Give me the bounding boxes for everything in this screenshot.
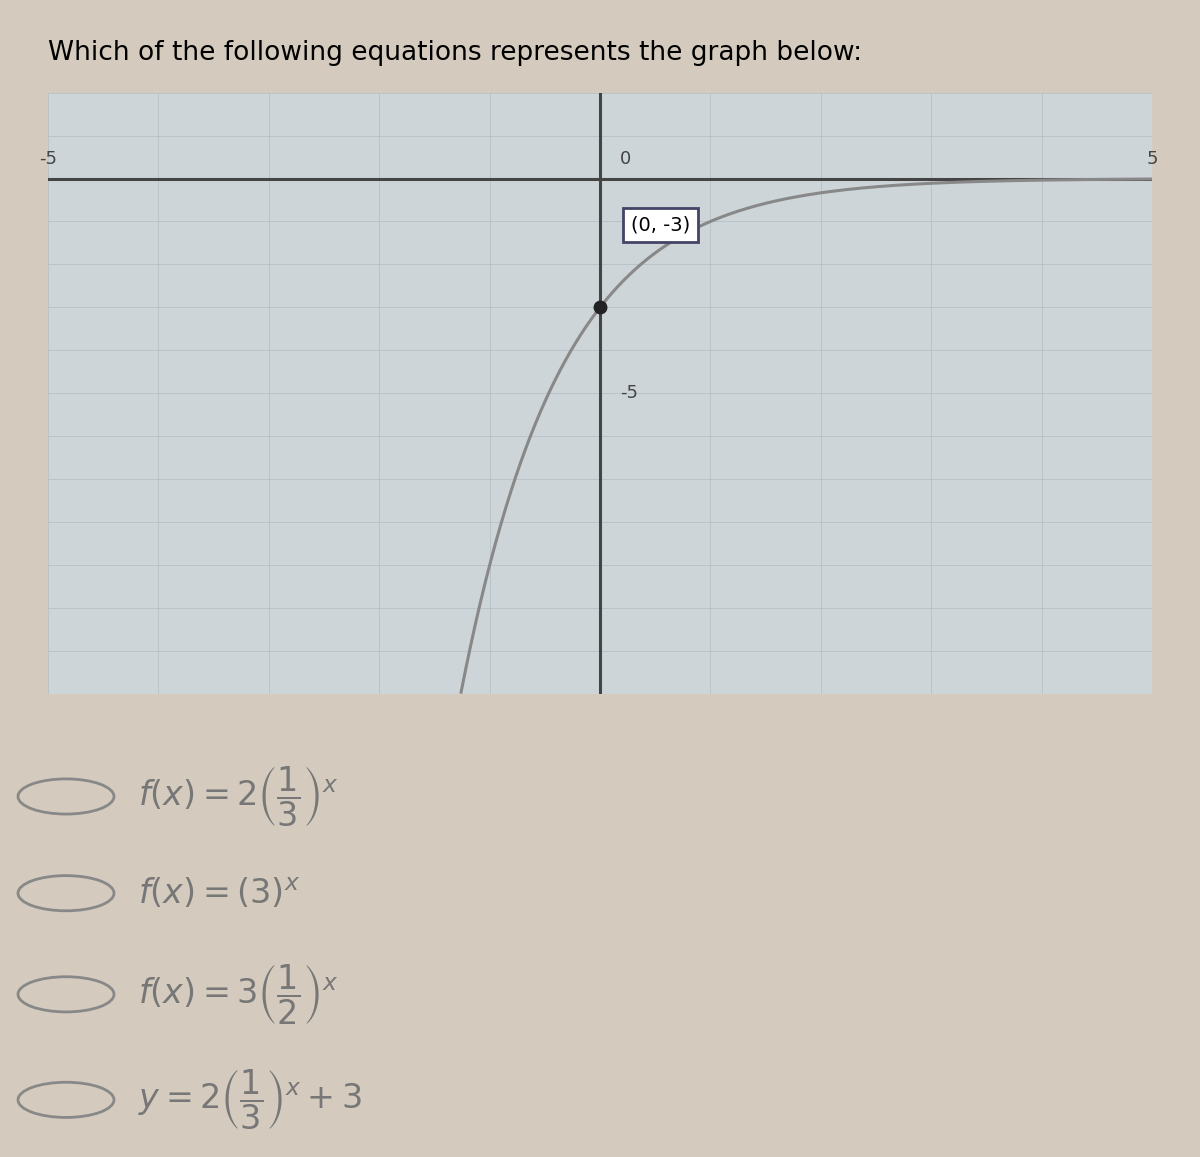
Text: $f(x) = 2\left(\dfrac{1}{3}\right)^{x}$: $f(x) = 2\left(\dfrac{1}{3}\right)^{x}$: [138, 765, 338, 828]
Text: $y = 2\left(\dfrac{1}{3}\right)^{x} + 3$: $y = 2\left(\dfrac{1}{3}\right)^{x} + 3$: [138, 1068, 361, 1132]
Text: 0: 0: [620, 149, 631, 168]
Text: $f(x) = 3\left(\dfrac{1}{2}\right)^{x}$: $f(x) = 3\left(\dfrac{1}{2}\right)^{x}$: [138, 963, 338, 1026]
Text: -5: -5: [38, 149, 58, 168]
Text: 5: 5: [1146, 149, 1158, 168]
Text: (0, -3): (0, -3): [631, 215, 690, 235]
Text: -5: -5: [620, 384, 638, 403]
Text: $f(x) = (3)^{x}$: $f(x) = (3)^{x}$: [138, 876, 300, 911]
Text: Which of the following equations represents the graph below:: Which of the following equations represe…: [48, 40, 862, 66]
